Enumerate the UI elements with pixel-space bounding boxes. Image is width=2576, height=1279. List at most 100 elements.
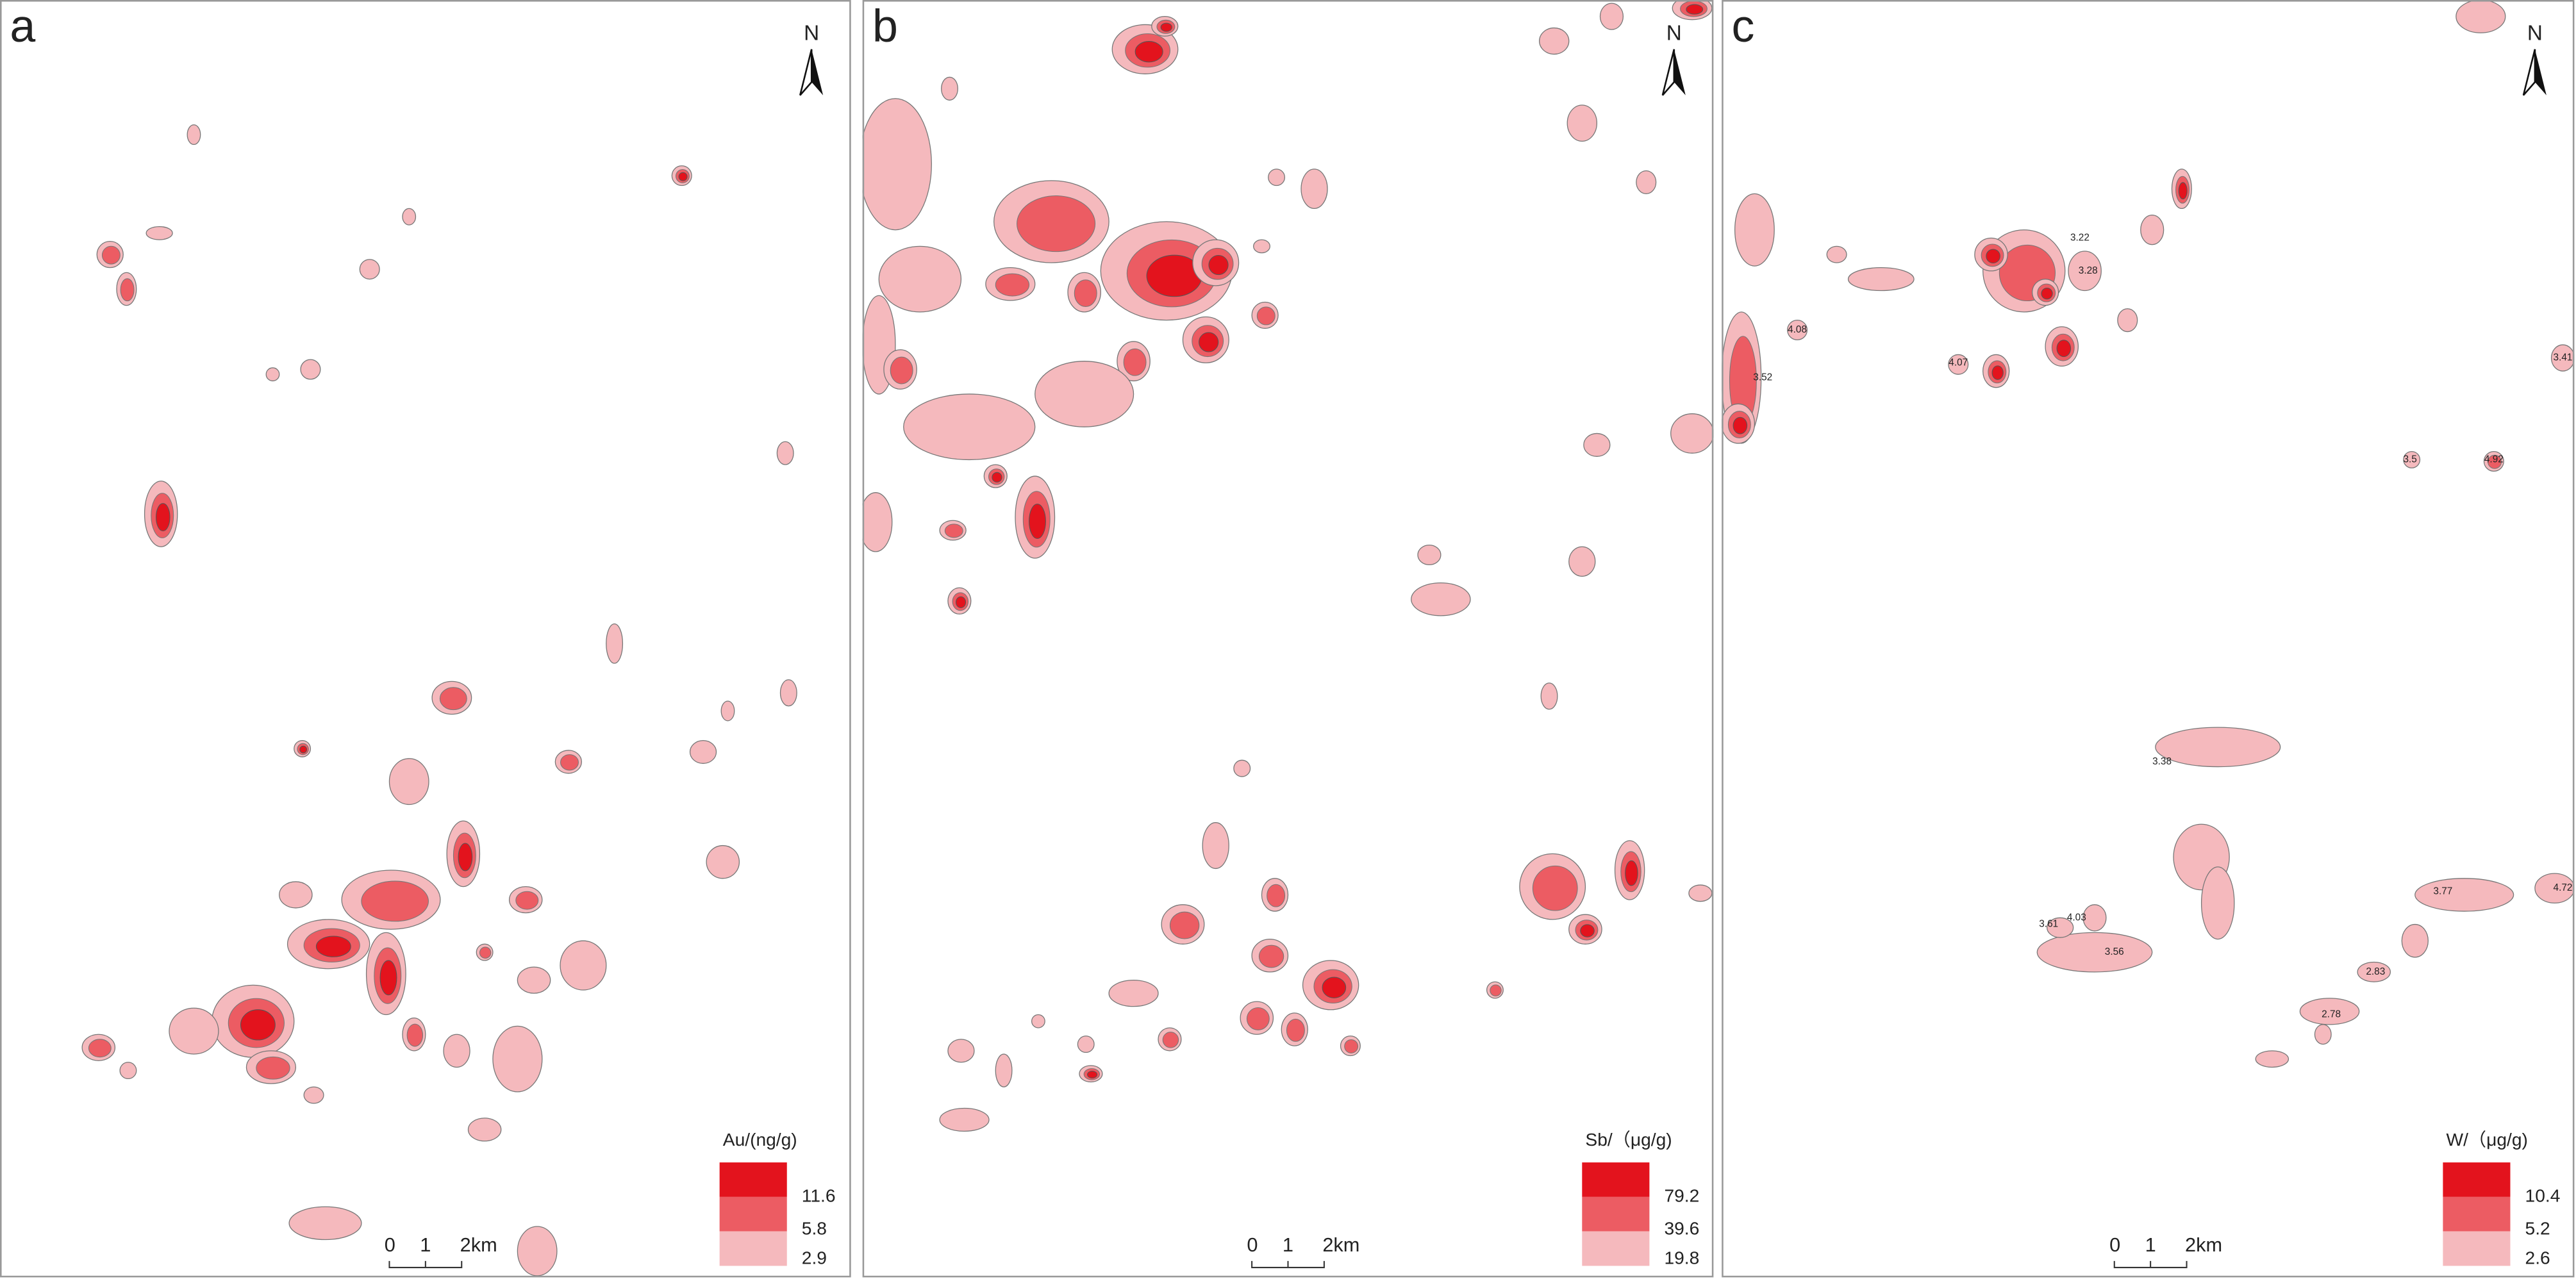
anomaly-low — [939, 1107, 990, 1132]
anomaly-low — [606, 623, 624, 664]
anomaly-low — [1540, 682, 1558, 710]
anomaly-low — [1670, 413, 1714, 454]
panel-label: a — [10, 1, 35, 52]
legend-value: 79.2 — [1664, 1185, 1699, 1205]
anomaly-low — [119, 1062, 137, 1080]
anomaly-mid — [256, 1056, 290, 1080]
anomaly-high — [1991, 365, 2004, 380]
anomaly-mid — [1490, 984, 1502, 996]
anomaly-high — [1199, 332, 1219, 352]
map-panel: c N W/（μg/g) 10.4 5.2 2.6 0 1 2km 3.22 3.28 4.08 4.0… — [1722, 0, 2575, 1278]
north-arrow — [1674, 49, 1686, 95]
legend-title: W/（μg/g) — [2447, 1129, 2528, 1150]
anomaly-low — [2200, 866, 2235, 940]
scale-label: 1 — [1283, 1234, 1293, 1256]
anomaly-label: 3.28 — [2079, 265, 2098, 276]
anomaly-label: 3.41 — [2554, 352, 2573, 363]
anomaly-high — [155, 503, 170, 532]
anomaly-low — [1826, 245, 1847, 263]
anomaly-low — [187, 124, 201, 145]
anomaly-label: 3.5 — [2403, 454, 2416, 465]
anomaly-mid — [560, 754, 579, 771]
map-panel: a N Au/(ng/g) 11.6 5.8 2.9 0 1 2km — [0, 0, 851, 1278]
anomaly-label: 3.61 — [2039, 919, 2058, 930]
anomaly-low — [359, 259, 380, 280]
legend-swatch — [1582, 1162, 1650, 1197]
anomaly-mid — [995, 273, 1030, 297]
anomaly-low — [2414, 878, 2514, 912]
legend-swatch — [719, 1162, 787, 1197]
legend-value: 19.8 — [1664, 1248, 1699, 1268]
anomaly-high — [1029, 504, 1046, 539]
anomaly-mid — [101, 245, 120, 265]
anomaly-mid — [479, 946, 492, 959]
anomaly-mid — [1162, 1032, 1179, 1048]
scale-label: 1 — [2145, 1234, 2156, 1256]
anomaly-low — [467, 1118, 502, 1142]
anomaly-mid — [88, 1039, 112, 1058]
anomaly-label: 2.78 — [2322, 1009, 2341, 1020]
anomaly-high — [1134, 41, 1163, 63]
legend-title: Sb/（μg/g) — [1585, 1129, 1672, 1150]
anomaly-low — [2299, 998, 2360, 1025]
anomaly-low — [279, 881, 313, 909]
anomaly-low — [2082, 904, 2107, 932]
anomaly-mid — [1017, 195, 1096, 252]
anomaly-high — [315, 936, 351, 957]
anomaly-low — [517, 1226, 558, 1276]
anomaly-high — [299, 745, 308, 754]
legend-title: Au/(ng/g) — [723, 1129, 797, 1150]
anomaly-low — [2456, 0, 2506, 33]
anomaly-layer — [862, 0, 1714, 1132]
anomaly-low — [2314, 1024, 2332, 1045]
anomaly-low — [1253, 239, 1270, 254]
legend-swatch — [719, 1196, 787, 1232]
anomaly-low — [443, 1034, 470, 1068]
anomaly-mid — [439, 687, 467, 711]
legend-swatch — [719, 1231, 787, 1266]
anomaly-low — [2155, 727, 2281, 768]
anomaly-low — [2403, 450, 2421, 468]
legend-value: 5.2 — [2525, 1218, 2550, 1239]
anomaly-low — [1202, 822, 1229, 870]
anomaly-low — [2401, 923, 2429, 958]
north-label: N — [1666, 22, 1682, 45]
anomaly-low — [1734, 193, 1775, 267]
legend-value: 2.6 — [2525, 1248, 2550, 1268]
anomaly-low — [2140, 215, 2165, 245]
anomaly-low — [1583, 433, 1611, 457]
anomaly-high — [458, 843, 473, 871]
anomaly-high — [955, 596, 967, 608]
legend-value: 5.8 — [802, 1218, 827, 1239]
scale-label: 1 — [420, 1234, 431, 1256]
anomaly-low — [706, 845, 740, 879]
anomaly-low — [2068, 251, 2102, 292]
anomaly-low — [1539, 27, 1570, 55]
anomaly-high — [1686, 4, 1704, 15]
anomaly-low — [2117, 308, 2138, 333]
anomaly-label: 4.92 — [2484, 454, 2504, 465]
anomaly-low — [1599, 3, 1624, 30]
anomaly-mid — [120, 278, 135, 302]
anomaly-low — [1233, 759, 1251, 777]
anomaly-low — [265, 367, 280, 382]
anomaly-mid — [1246, 1007, 1270, 1030]
anomaly-low — [388, 758, 429, 805]
north-label: N — [2527, 22, 2543, 45]
legend-swatch — [2443, 1162, 2511, 1197]
anomaly-low — [1411, 582, 1471, 616]
anomaly-label: 2.83 — [2366, 966, 2385, 977]
anomaly-high — [1580, 924, 1595, 937]
anomaly-low — [1566, 104, 1598, 142]
anomaly-label: 3.38 — [2152, 756, 2172, 767]
anomaly-low — [1108, 980, 1159, 1007]
anomaly-label: 4.07 — [1949, 357, 1968, 368]
anomaly-low — [941, 76, 958, 101]
anomaly-low — [862, 98, 932, 231]
anomaly-label: 4.08 — [1788, 324, 1807, 335]
scale-label: 2km — [1322, 1234, 1359, 1256]
scale-bar — [388, 1260, 463, 1269]
